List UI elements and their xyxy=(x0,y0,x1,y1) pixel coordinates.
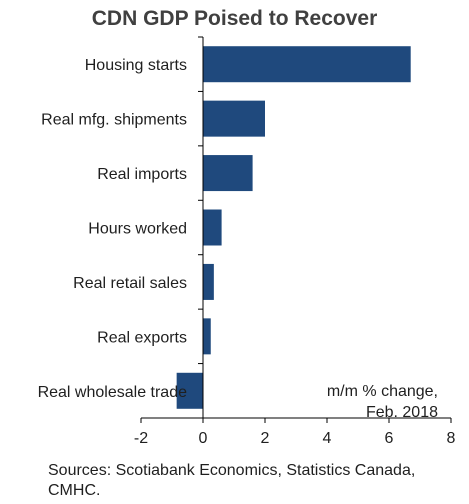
chart-title: CDN GDP Poised to Recover xyxy=(91,7,378,30)
x-tick-label: 4 xyxy=(323,430,332,447)
category-label-housing-starts: Housing starts xyxy=(85,57,187,74)
source-note: Sources: Scotiabank Economics, Statistic… xyxy=(48,462,416,499)
bar-real-wholesale-trade xyxy=(176,372,203,409)
category-label-real-retail-sales: Real retail sales xyxy=(73,275,187,292)
bar-housing-starts xyxy=(203,46,411,83)
x-axis-ticks: -2 0 2 4 6 8 xyxy=(134,418,456,447)
x-tick-label: -2 xyxy=(134,430,148,447)
x-tick-label: 8 xyxy=(447,430,456,447)
bar-chart: Housing starts Real mfg. shipments Real im… xyxy=(38,36,456,447)
annotation-line-1: m/m % change, xyxy=(327,383,438,400)
x-tick-label: 2 xyxy=(261,430,270,447)
bar-real-exports xyxy=(203,318,211,355)
category-label-real-mfg-shipments: Real mfg. shipments xyxy=(41,112,187,129)
y-axis-ticks xyxy=(198,36,203,419)
x-tick-label: 0 xyxy=(199,430,208,447)
bar-hours-worked xyxy=(203,209,222,246)
category-label-hours-worked: Hours worked xyxy=(88,221,187,238)
category-label-real-exports: Real exports xyxy=(97,329,187,346)
bar-real-retail-sales xyxy=(203,263,214,300)
x-tick-label: 6 xyxy=(385,430,394,447)
bar-real-mfg-shipments xyxy=(203,100,265,137)
category-labels: Housing starts Real mfg. shipments Real im… xyxy=(38,57,188,401)
bar-real-imports xyxy=(203,155,253,192)
annotation-line-2: Feb. 2018 xyxy=(366,404,438,421)
category-label-real-imports: Real imports xyxy=(97,166,187,183)
category-label-real-wholesale-trade: Real wholesale trade xyxy=(38,384,188,401)
bars-layer xyxy=(176,46,411,409)
